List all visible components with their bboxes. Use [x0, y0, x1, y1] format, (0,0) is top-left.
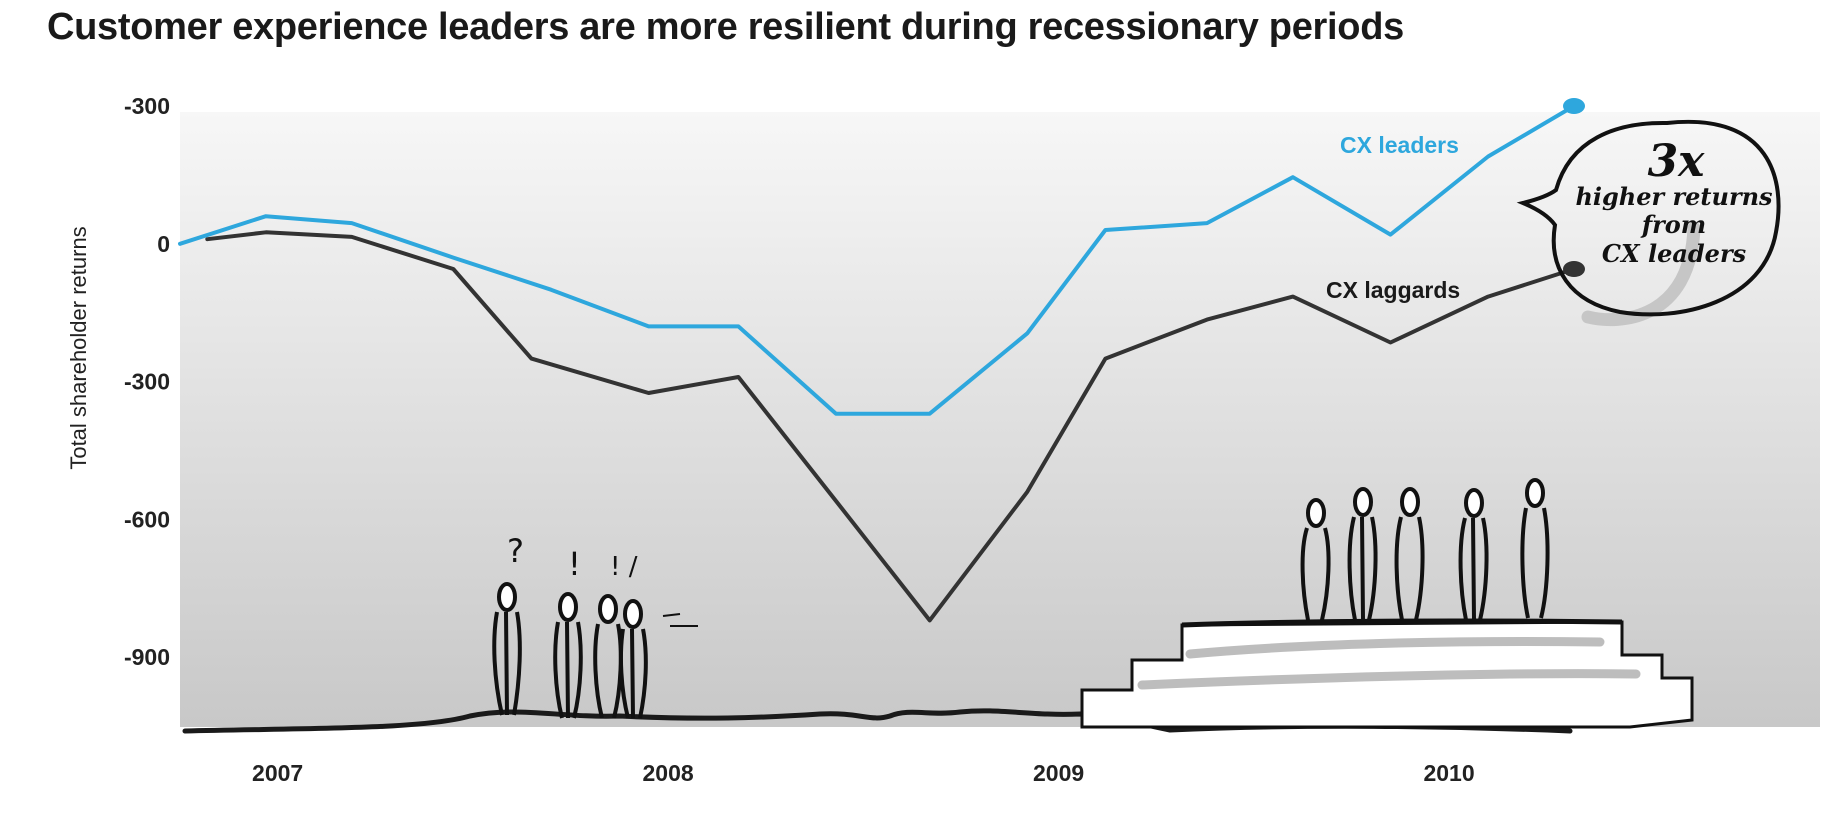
y-tick-label: 0 [157, 231, 170, 257]
endpoint-dot-cx-laggards [1563, 261, 1585, 278]
worried-people-illustration: ? ! ! / [492, 532, 698, 719]
y-tick-label: -300 [124, 369, 170, 395]
annotation-line-3: CX leaders [1602, 239, 1747, 268]
svg-text:!: ! [568, 545, 581, 583]
series-line-cx-laggards [205, 230, 1576, 623]
svg-text:?: ? [507, 532, 524, 570]
speech-bubble-annotation: 3x higher returns from CX leaders [1516, 119, 1781, 327]
annotation-big-text: 3x [1648, 136, 1706, 187]
endpoint-dot-cx-leaders [1563, 98, 1585, 114]
series-line-cx-leaders [178, 104, 1576, 416]
page-title: Customer experience leaders are more res… [47, 6, 1404, 48]
y-tick-label: -300 [124, 93, 170, 119]
x-tick-label: 2009 [1033, 760, 1084, 786]
x-tick-label: 2008 [643, 760, 694, 786]
y-tick-label: -600 [124, 506, 170, 532]
x-tick-label: 2010 [1423, 760, 1474, 786]
series-label-cx-leaders: CX leaders [1340, 132, 1459, 158]
annotation-line-2: from [1640, 210, 1706, 239]
y-tick-label: -900 [124, 644, 170, 670]
svg-text:! /: ! / [610, 552, 638, 582]
podium-illustration [1080, 478, 1694, 729]
y-axis-label: Total shareholder returns [66, 226, 91, 469]
series-label-cx-laggards: CX laggards [1326, 277, 1460, 303]
x-tick-label: 2007 [252, 760, 303, 786]
ground-line [182, 708, 1573, 734]
annotation-line-1: higher returns [1575, 182, 1773, 211]
